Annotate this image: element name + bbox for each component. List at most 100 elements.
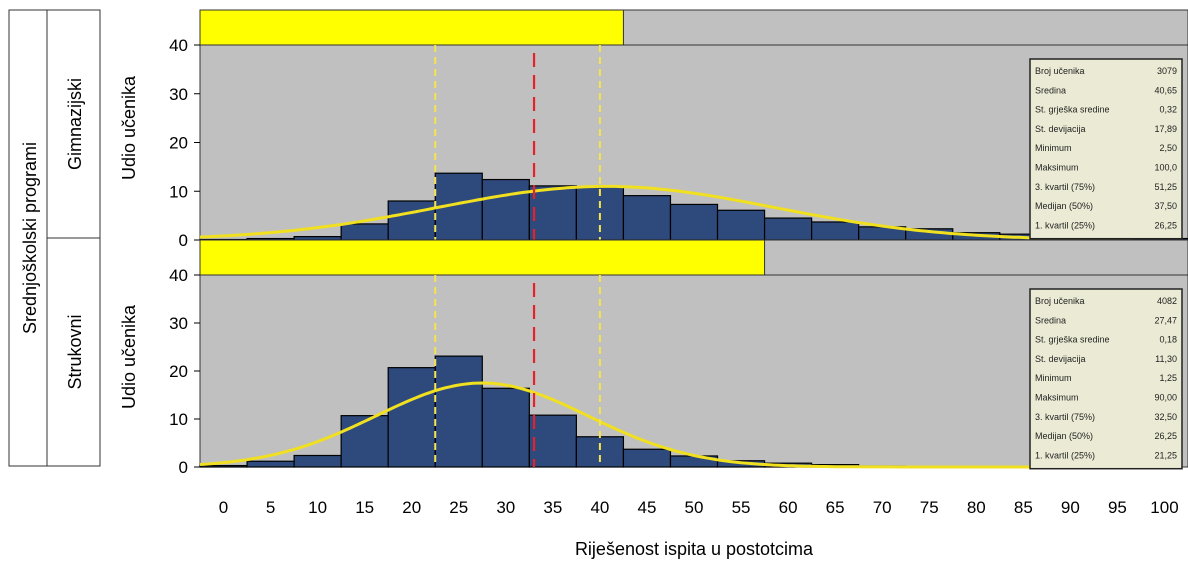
x-tick-label: 80 [967,498,986,517]
stats-value: 37,50 [1154,201,1177,211]
histogram-bar [340,415,389,468]
stats-value: 26,25 [1154,220,1177,230]
stats-label: 1. kvartil (25%) [1035,450,1095,460]
x-tick-label: 15 [355,498,374,517]
stats-value: 11,30 [1155,354,1177,364]
y-axis-title-bottom: Udio učenika [119,304,139,409]
histogram-bar [622,448,672,468]
stats-value: 1,25 [1159,373,1177,383]
stats-value: 27,47 [1154,315,1177,325]
stats-value: 2,50 [1159,143,1177,153]
histogram-bar [387,367,436,468]
histogram-bar [669,203,719,241]
outer-strip-label: Srednjoškolski programi [20,142,40,334]
histogram-bar [246,460,295,468]
stats-value: 100,0 [1154,163,1177,173]
stats-value: 4082 [1157,296,1177,306]
y-tick-label: 10 [169,410,188,429]
strip-yellow-bar [199,239,766,276]
x-tick-label: 0 [219,498,228,517]
x-tick-label: 85 [1014,498,1033,517]
stats-label: 3. kvartil (75%) [1035,412,1095,422]
x-tick-label: 95 [1108,498,1127,517]
panel-strip-label-bottom: Strukovni [65,314,85,389]
stats-value: 17,89 [1154,124,1177,134]
stats-value: 0,32 [1159,105,1177,115]
strip-yellow-bar [199,9,624,46]
stats-label: Maksimum [1035,393,1079,403]
x-tick-label: 20 [402,498,421,517]
y-tick-label: 30 [169,85,188,104]
y-axis-title-top: Udio učenika [119,75,139,180]
histogram-bar [622,195,672,241]
stats-label: St. devijacija [1035,124,1086,134]
x-tick-label: 35 [543,498,562,517]
stats-label: 3. kvartil (75%) [1035,182,1095,192]
histogram-bar [387,200,436,241]
x-tick-label: 25 [449,498,468,517]
y-tick-label: 20 [169,134,188,153]
stats-label: Minimum [1035,143,1072,153]
stats-label: St. grješka sredine [1035,105,1110,115]
x-tick-label: 100 [1150,498,1178,517]
stats-value: 0,18 [1159,335,1177,345]
x-tick-label: 75 [920,498,939,517]
y-tick-label: 20 [169,362,188,381]
x-tick-label: 55 [732,498,751,517]
histogram-bar [434,355,483,468]
x-tick-labels: 0 5 10 15 20 25 30 35 40 45 50 55 60 65 70 75 80 85 90 95 10… [219,498,1179,517]
stats-box [1029,288,1183,470]
y-tick-label: 40 [169,36,188,55]
stats-label: Minimum [1035,373,1072,383]
histogram-bar [575,436,625,468]
x-tick-label: 60 [779,498,798,517]
stats-value: 90,00 [1154,393,1177,403]
histogram-bar [811,221,860,241]
histogram-bar [293,235,342,241]
histogram-bar [340,223,389,241]
stats-label: Maksimum [1035,163,1079,173]
histogram-bar [199,464,248,468]
x-tick-label: 70 [873,498,892,517]
x-tick-label: 10 [308,498,327,517]
stats-value: 32,50 [1154,412,1177,422]
normal-curve [199,184,1132,242]
stats-label: Sredina [1035,85,1066,95]
panel-strukovni: 0 10 20 30 40 Broj učenika 4082 Sredina 27,47 St.… [169,239,1188,477]
x-tick-label: 45 [637,498,656,517]
stats-value: 26,25 [1154,431,1177,441]
histogram-bar [293,454,342,468]
stats-value: 40,65 [1154,85,1177,95]
histogram-bar [716,209,766,241]
histogram-bar [481,387,530,468]
stats-label: St. devijacija [1035,354,1086,364]
x-tick-label: 90 [1061,498,1080,517]
stats-label: Medijan (50%) [1035,431,1093,441]
stats-label: 1. kvartil (25%) [1035,220,1095,230]
y-tick-label: 0 [179,231,188,250]
x-tick-label: 40 [590,498,609,517]
stats-label: Medijan (50%) [1035,201,1093,211]
stats-label: Broj učenika [1035,296,1085,306]
stats-label: Sredina [1035,315,1066,325]
normal-curve [199,381,1132,469]
histogram-bar [481,178,530,241]
x-tick-label: 30 [496,498,515,517]
stats-box [1029,58,1183,240]
y-tick-label: 0 [179,458,188,477]
stats-value: 51,25 [1154,182,1177,192]
y-tick-label: 10 [169,182,188,201]
stats-value: 3079 [1157,66,1177,76]
histogram-bar [763,217,813,241]
x-tick-label: 50 [685,498,704,517]
x-tick-label: 5 [266,498,275,517]
stats-label: St. grješka sredine [1035,335,1110,345]
y-tick-label: 30 [169,314,188,333]
y-tick-label: 40 [169,266,188,285]
x-axis-title: Riješenost ispita u postotcima [575,539,814,559]
stats-label: Broj učenika [1035,66,1085,76]
stats-value: 21,25 [1154,450,1177,460]
x-tick-label: 65 [826,498,845,517]
histogram-bar [528,414,577,468]
